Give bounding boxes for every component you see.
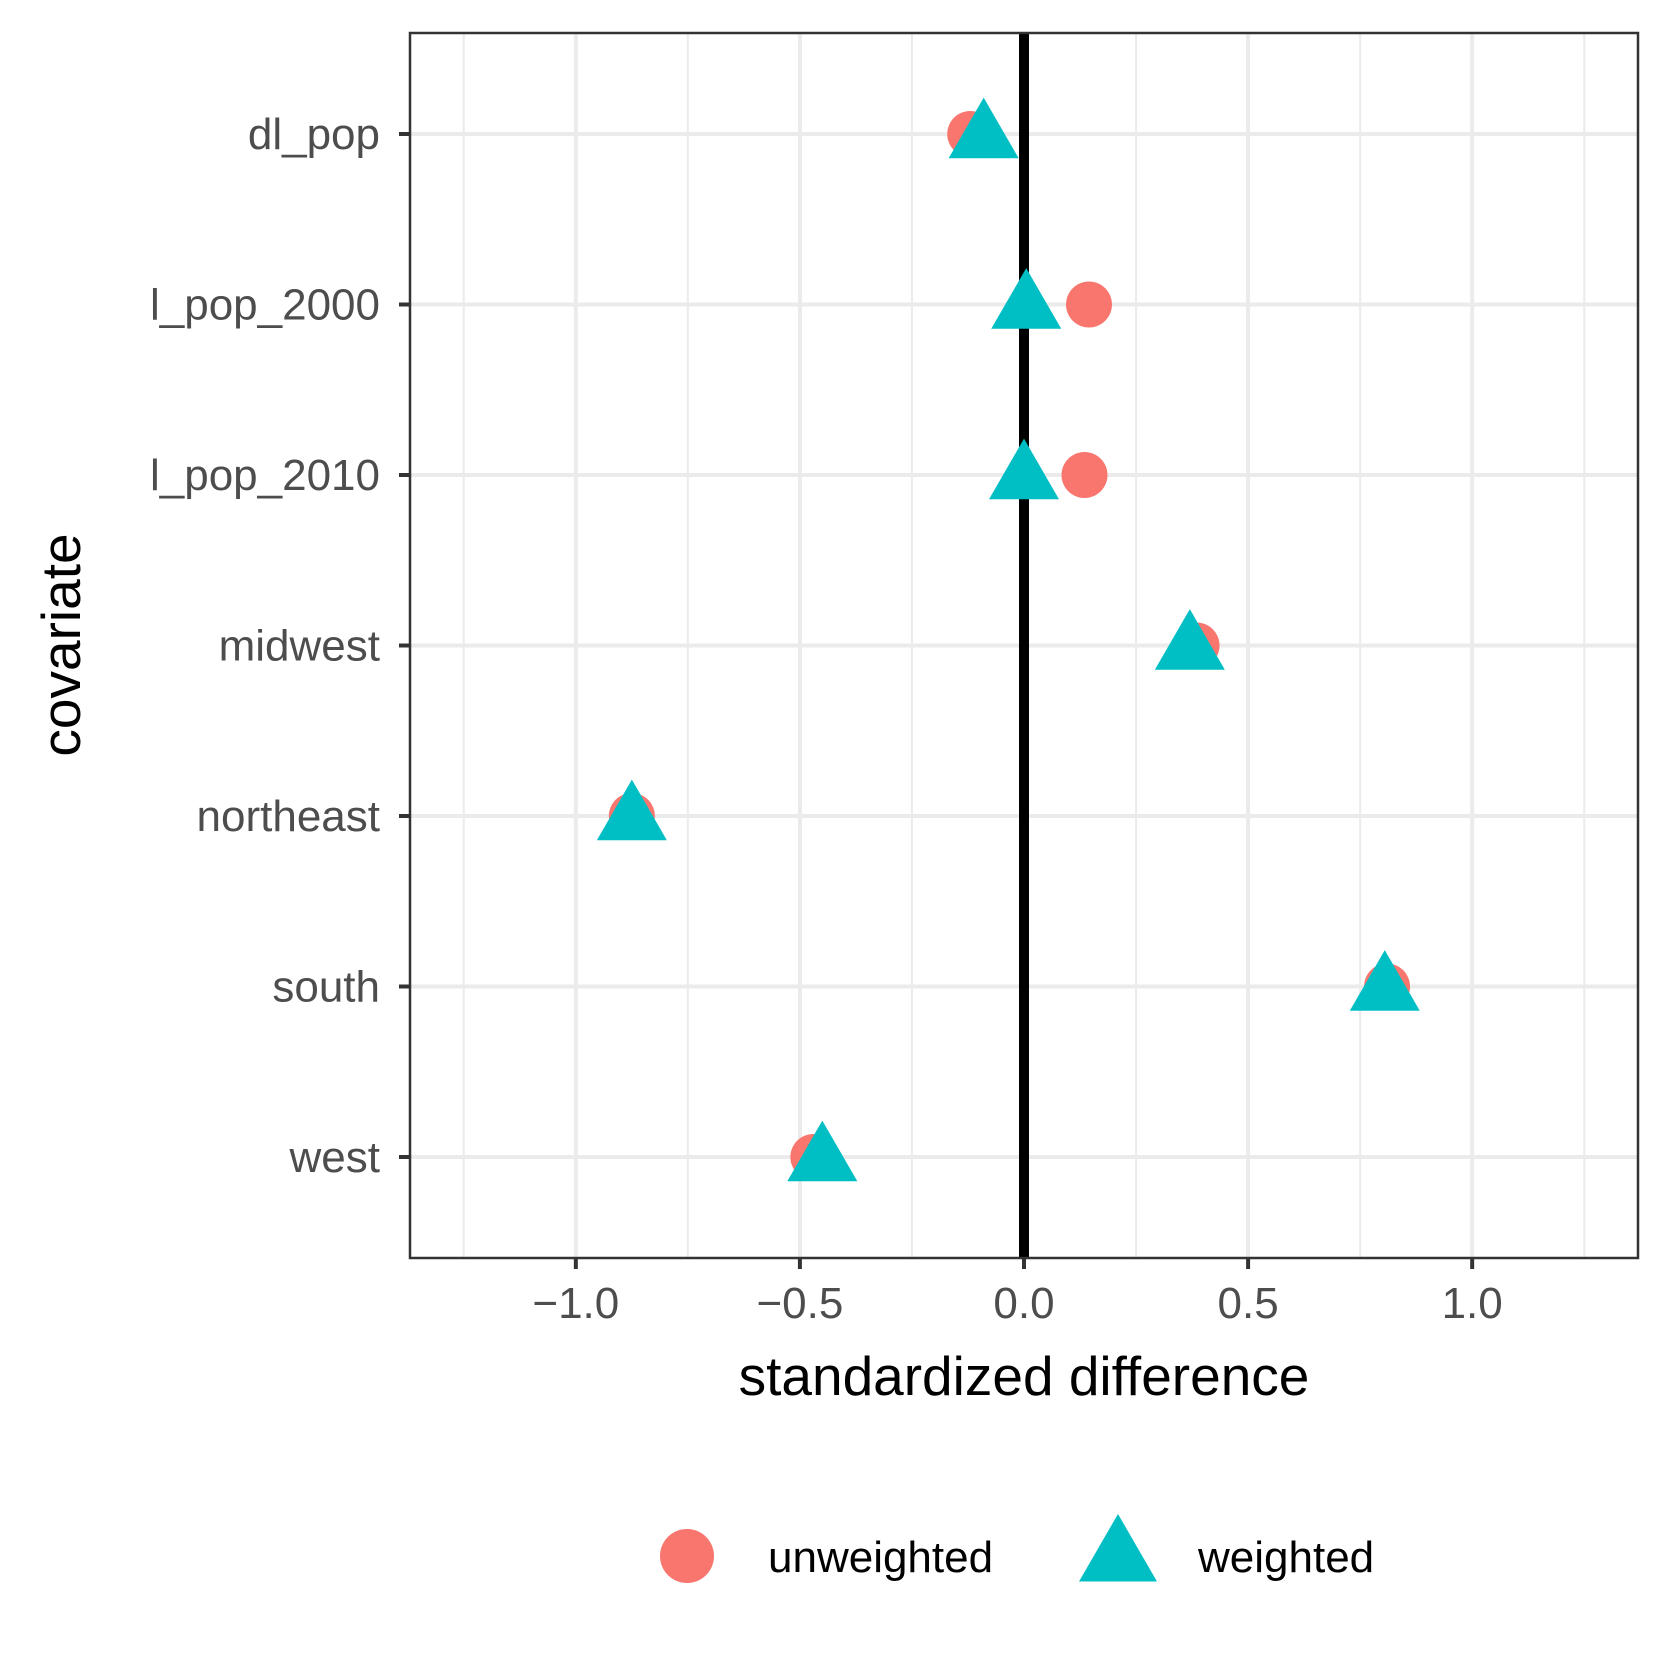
y-tick-label: l_pop_2010 [150,451,380,500]
x-tick-label: 1.0 [1442,1279,1503,1328]
x-tick-label: 0.5 [1218,1279,1279,1328]
point-unweighted-l_pop_2000 [1065,281,1112,328]
x-axis-ticks: −1.0 −0.5 0.0 0.5 1.0 [532,1258,1503,1328]
y-tick-label: l_pop_2000 [150,281,380,330]
point-weighted-northeast [596,779,667,841]
point-weighted-midwest [1154,609,1225,670]
data-points [596,97,1420,1182]
x-tick-label: −0.5 [756,1279,843,1328]
legend-key-weighted [1079,1513,1157,1582]
point-weighted-dl_pop [948,97,1019,159]
x-tick-label: −1.0 [532,1279,619,1328]
legend-key-unweighted [660,1529,714,1583]
point-unweighted-l_pop_2010 [1061,452,1108,498]
point-weighted-south [1349,950,1420,1011]
y-axis-title: covariate [30,533,92,756]
x-tick-label: 0.0 [993,1279,1054,1328]
legend: unweighted weighted [660,1513,1374,1583]
legend-label-unweighted: unweighted [768,1533,993,1582]
y-tick-label: midwest [219,622,380,671]
point-weighted-l_pop_2010 [989,438,1059,500]
point-weighted-west [787,1120,858,1182]
x-axis-title: standardized difference [739,1345,1310,1407]
y-tick-label: northeast [197,792,380,841]
legend-label-weighted: weighted [1197,1533,1374,1582]
y-tick-label: dl_pop [248,110,380,159]
y-tick-label: west [289,1133,380,1182]
y-tick-label: south [272,963,380,1012]
point-weighted-l_pop_2000 [991,268,1062,329]
